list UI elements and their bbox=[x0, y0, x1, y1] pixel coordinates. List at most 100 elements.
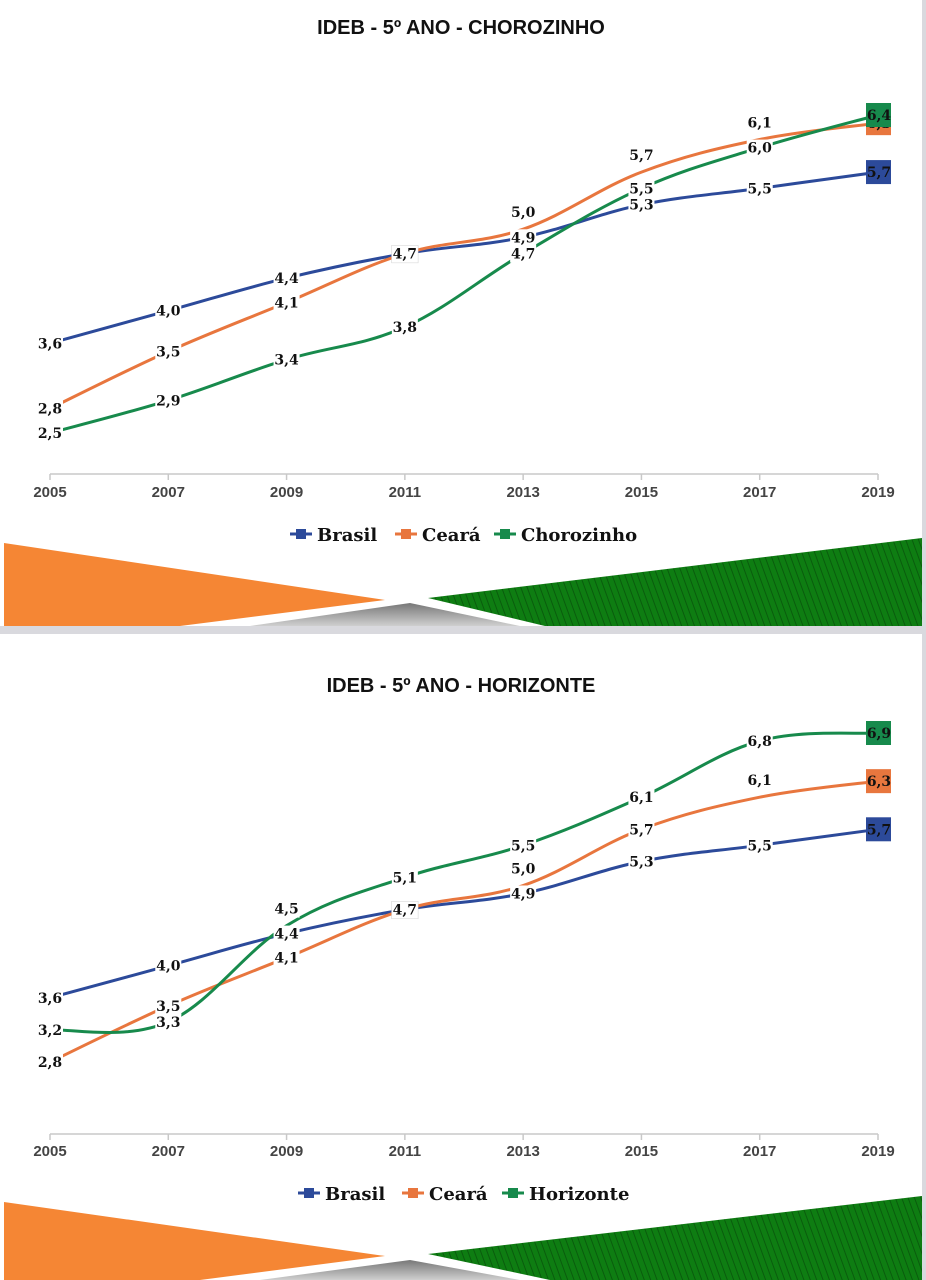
x-tick-label-2013: 2013 bbox=[506, 484, 539, 501]
data-label-bg bbox=[273, 949, 300, 967]
data-label-bg bbox=[155, 343, 182, 361]
data-label-chorozinho-2007: 2,9 bbox=[156, 393, 180, 409]
data-label-brasil-2019: 5,7 bbox=[867, 822, 891, 838]
x-tick-label-2011: 2011 bbox=[389, 1143, 422, 1160]
data-label-brasil-2007: 4,0 bbox=[156, 959, 181, 975]
data-label-bg bbox=[155, 957, 182, 975]
data-label-bg bbox=[510, 204, 537, 222]
data-label-bg bbox=[391, 901, 418, 919]
legend-label-brasil: Brasil bbox=[325, 1184, 385, 1205]
data-label-horizonte-2011: 5,1 bbox=[393, 870, 417, 886]
legend-item-brasil: Brasil bbox=[298, 1184, 385, 1205]
decor-grey-shape bbox=[260, 1260, 520, 1280]
data-label-bg bbox=[628, 196, 655, 214]
data-label-bg bbox=[746, 139, 773, 157]
legend-label-brasil: Brasil bbox=[317, 525, 377, 546]
legend-item-horizonte: Horizonte bbox=[502, 1184, 629, 1205]
data-label-brasil-2007: 4,0 bbox=[156, 304, 181, 320]
data-label-bg bbox=[628, 789, 655, 807]
data-label-bg bbox=[155, 392, 182, 410]
data-label-ceara-2011: 4,7 bbox=[393, 903, 417, 919]
data-label-ceara-2005: 2,8 bbox=[38, 1055, 62, 1071]
data-label-ceara-2011: 4,7 bbox=[393, 247, 417, 263]
data-label-chorozinho-2017: 6,0 bbox=[748, 141, 773, 157]
chart-title: IDEB - 5º ANO - CHOROZINHO bbox=[317, 17, 605, 39]
data-label-bg bbox=[37, 400, 63, 418]
x-tick-label-2015: 2015 bbox=[625, 1143, 658, 1160]
data-label-bg bbox=[37, 425, 63, 442]
data-label-bg bbox=[510, 885, 537, 903]
data-label-brasil-2015: 5,3 bbox=[629, 854, 653, 870]
data-label-bg bbox=[155, 302, 182, 320]
data-label-ceara-2015: 5,7 bbox=[629, 148, 653, 164]
data-label-bg bbox=[628, 853, 655, 871]
data-label-bg bbox=[628, 821, 655, 839]
legend-swatch-marker bbox=[508, 1188, 518, 1198]
data-label-chorozinho-2019: 6,4 bbox=[867, 108, 892, 124]
data-label-ceara-2007: 3,5 bbox=[156, 999, 180, 1015]
data-label-bg bbox=[37, 335, 63, 353]
data-label-bg bbox=[746, 772, 773, 790]
data-label-brasil-2009: 4,4 bbox=[274, 927, 299, 943]
legend: Brasil Ceará Horizonte bbox=[298, 1184, 629, 1205]
data-label-bg bbox=[273, 351, 300, 369]
data-label-bg bbox=[37, 989, 63, 1007]
data-label-chorozinho-2015: 5,5 bbox=[629, 181, 653, 197]
data-label-bg bbox=[273, 270, 300, 288]
data-label-bg bbox=[391, 245, 418, 263]
data-label-ceara-2009: 4,1 bbox=[274, 951, 298, 967]
data-label-chorozinho-2009: 3,4 bbox=[274, 353, 299, 369]
decor-orange-shape bbox=[4, 543, 385, 626]
legend-label-ceara: Ceará bbox=[429, 1184, 488, 1205]
plot-area: IDEB - 5º ANO - CHOROZINHO 2005 2007 2009 20… bbox=[33, 17, 894, 501]
x-tick-label-2007: 2007 bbox=[152, 484, 185, 501]
data-label-bg bbox=[391, 319, 418, 336]
chart-chorozinho: IDEB - 5º ANO - CHOROZINHO 2005 2007 2009 20… bbox=[4, 17, 922, 626]
data-label-bg bbox=[273, 925, 300, 943]
data-label-brasil-2019: 5,7 bbox=[867, 165, 891, 181]
legend-label-chorozinho: Chorozinho bbox=[521, 525, 637, 546]
data-label-horizonte-2019: 6,9 bbox=[867, 726, 891, 742]
data-label-chorozinho-2011: 3,8 bbox=[393, 320, 417, 336]
legend-label-ceara: Ceará bbox=[422, 525, 481, 546]
data-label-bg bbox=[510, 860, 537, 878]
decor-band bbox=[4, 1196, 922, 1280]
data-label-bg bbox=[510, 229, 537, 247]
end-marker-chorozinho bbox=[866, 103, 891, 127]
data-label-bg bbox=[628, 147, 655, 165]
data-label-horizonte-2007: 3,3 bbox=[156, 1015, 180, 1031]
data-label-brasil-2013: 4,9 bbox=[511, 230, 535, 246]
end-marker-horizonte bbox=[866, 721, 891, 745]
chart-panel-chorozinho: IDEB - 5º ANO - CHOROZINHO 2005 2007 2009 20… bbox=[0, 0, 922, 626]
data-label-horizonte-2005: 3,2 bbox=[38, 1023, 62, 1039]
data-label-bg bbox=[273, 294, 300, 312]
data-label-ceara-2013: 5,0 bbox=[511, 861, 536, 877]
data-label-ceara-2015: 5,7 bbox=[629, 822, 653, 838]
series-line-ceara bbox=[48, 121, 880, 410]
data-label-bg bbox=[746, 837, 773, 855]
data-label-horizonte-2017: 6,8 bbox=[748, 734, 772, 750]
data-label-horizonte-2009: 4,5 bbox=[274, 902, 298, 918]
x-tick-label-2011: 2011 bbox=[389, 484, 422, 501]
x-tick-label-2005: 2005 bbox=[33, 484, 66, 501]
data-label-ceara-2017: 6,1 bbox=[748, 115, 772, 131]
data-label-chorozinho-2013: 4,7 bbox=[511, 247, 535, 263]
data-label-bg bbox=[37, 1021, 63, 1039]
decor-green-shape bbox=[428, 1196, 922, 1280]
plot-area: IDEB - 5º ANO - HORIZONTE 2005 2007 2009 201… bbox=[33, 675, 894, 1160]
chart-title: IDEB - 5º ANO - HORIZONTE bbox=[327, 675, 596, 697]
data-label-brasil-2005: 3,6 bbox=[38, 336, 62, 352]
data-label-bg bbox=[510, 245, 537, 263]
x-tick-label-2009: 2009 bbox=[270, 1143, 303, 1160]
legend-swatch-marker bbox=[296, 529, 306, 539]
x-tick-label-2019: 2019 bbox=[861, 484, 894, 501]
legend-swatch-marker bbox=[500, 529, 510, 539]
legend-item-ceara: Ceará bbox=[395, 525, 481, 546]
legend: Brasil Ceará Chorozinho bbox=[290, 525, 637, 546]
x-tick-label-2009: 2009 bbox=[270, 484, 303, 501]
data-label-brasil-2017: 5,5 bbox=[748, 838, 772, 854]
data-label-brasil-2013: 4,9 bbox=[511, 886, 535, 902]
decor-grey-shape bbox=[250, 603, 520, 626]
x-tick-label-2015: 2015 bbox=[625, 484, 658, 501]
end-marker-ceara bbox=[866, 769, 891, 794]
